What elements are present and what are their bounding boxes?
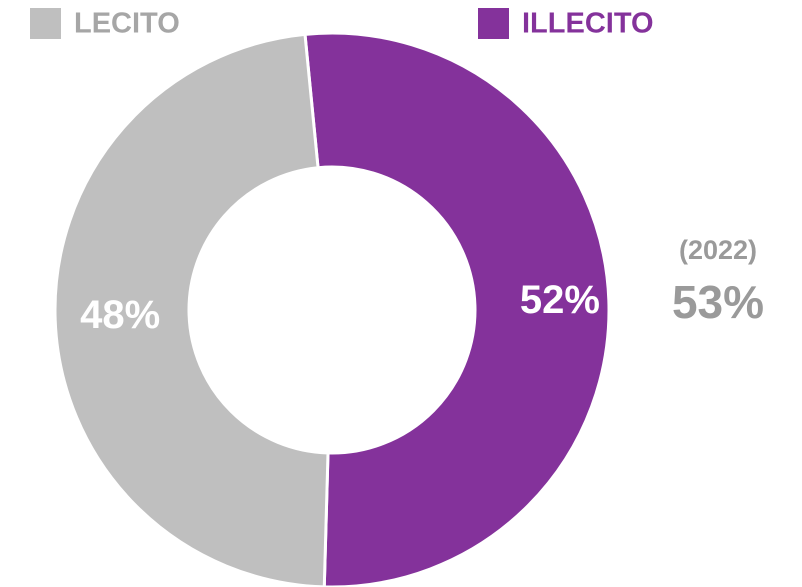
legend-swatch (30, 8, 61, 39)
legend-swatch (478, 8, 509, 39)
legend-label: ILLECITO (522, 8, 654, 40)
donut-slice (53, 32, 330, 587)
legend-label: LECITO (74, 8, 180, 40)
donut-slice (303, 31, 611, 587)
annotation-year: (2022) (679, 235, 757, 265)
annotation-value: 53% (672, 276, 764, 328)
slice-label: 48% (80, 293, 160, 337)
slice-label: 52% (520, 278, 600, 322)
